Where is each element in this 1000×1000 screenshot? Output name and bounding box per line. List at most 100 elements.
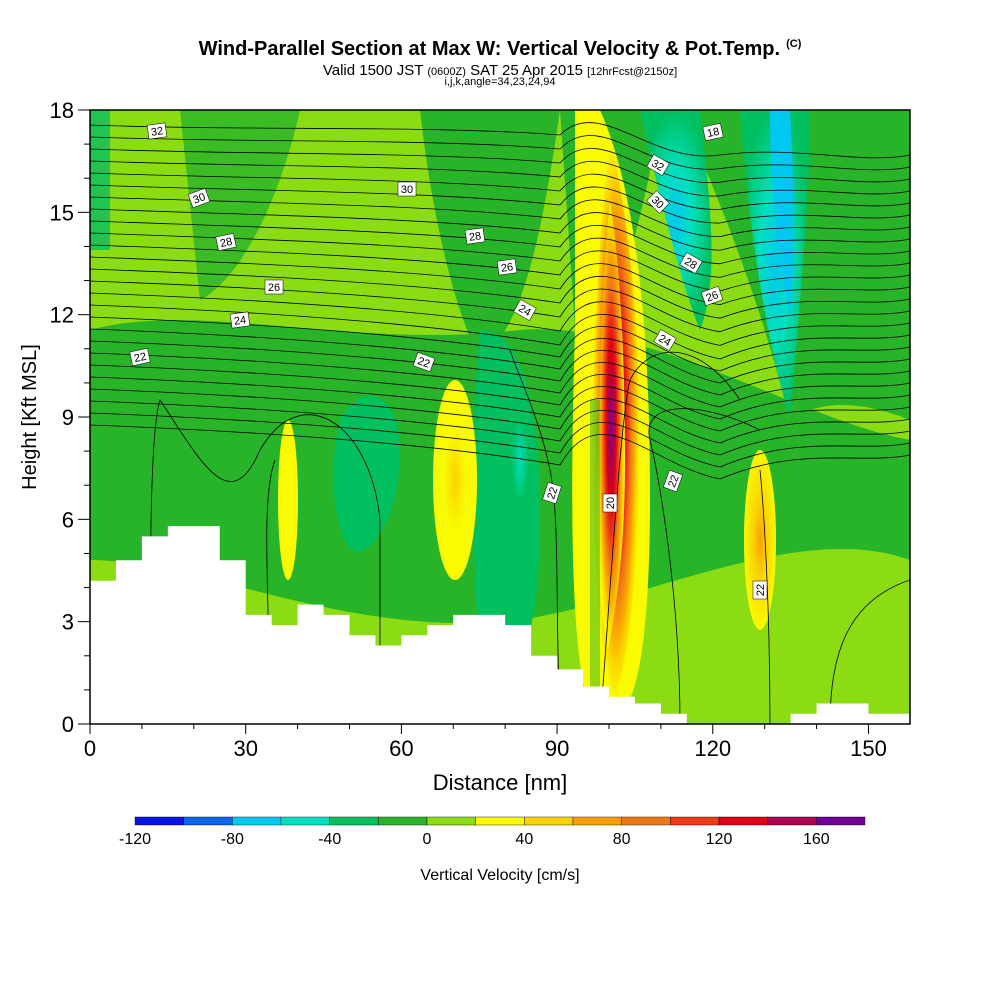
contour-label-box (700, 286, 724, 306)
theta-contour-line (90, 244, 910, 292)
contour-label: 22 (752, 580, 768, 600)
theta-contour-line (90, 256, 910, 306)
contour-label-text: 22 (133, 351, 147, 365)
contour-label: 24 (229, 311, 251, 329)
theta-contour-line (90, 172, 910, 210)
x-tick-label: 0 (84, 736, 96, 761)
contour-label: 26 (496, 258, 518, 276)
colorbar-swatch (718, 816, 768, 826)
contour-label-text: 32 (649, 158, 666, 175)
colorbar-swatch (232, 816, 282, 826)
colorbar-tick-label: 80 (613, 831, 631, 848)
contour-label: 30 (646, 190, 670, 214)
chart-subtitle: Valid 1500 JST (0600Z) SAT 25 Apr 2015 [… (322, 62, 678, 79)
contour-labels: 32 30 28 26 24 22 30 28 26 24 22 22 32 30 28 26 24 22 20 22… (129, 122, 768, 600)
colorbar-swatch (134, 816, 184, 826)
contour-label-text: 20 (605, 497, 617, 509)
contour-label-box (646, 190, 670, 214)
contour-label: 30 (397, 181, 417, 197)
colorbar-swatch (280, 816, 330, 826)
x-axis-label: Distance [nm] (433, 770, 568, 795)
theta-contour-line (90, 160, 910, 197)
contour-label: 22 (129, 347, 151, 367)
y-axis: 0 3 6 9 12 15 18 (50, 98, 90, 737)
colorbar-tick-label: -120 (119, 831, 151, 848)
contour-label-box (146, 122, 168, 140)
colorbar-swatch (183, 816, 233, 826)
x-tick-label: 30 (233, 736, 257, 761)
theta-contour-line (829, 579, 910, 724)
contour-label-text: 28 (682, 256, 699, 273)
y-tick-label: 12 (50, 303, 74, 328)
y-tick-label: 15 (50, 200, 74, 225)
terrain-mask (90, 526, 910, 724)
contour-label-text: 28 (468, 230, 482, 244)
theta-contour-line (509, 349, 561, 724)
theta-contour-line (90, 388, 910, 444)
contour-label: 32 (146, 122, 168, 140)
contour-label: 30 (187, 188, 211, 208)
theta-contour-line (90, 135, 910, 171)
contour-label-text: 30 (192, 191, 208, 206)
colorbar-swatch (670, 816, 720, 826)
contour-label: 32 (646, 154, 670, 176)
theta-contour-line (90, 340, 910, 396)
contour-label: 22 (542, 481, 562, 505)
y-tick-label: 18 (50, 98, 74, 123)
contour-label-box (513, 299, 537, 321)
theta-contour-line (90, 316, 910, 372)
contour-label: 28 (679, 252, 703, 274)
contour-label: 22 (412, 352, 436, 372)
theta-contour-line (90, 304, 910, 360)
contour-label-text: 24 (656, 333, 673, 350)
x-axis: 0 30 60 90 120 150 (84, 724, 887, 761)
contour-label: 28 (464, 227, 486, 245)
theta-contours (90, 122, 910, 724)
y-tick-label: 6 (62, 507, 74, 532)
theta-contour-line (90, 196, 910, 238)
colorbar-swatch (621, 816, 671, 826)
contour-label: 26 (700, 286, 724, 306)
colorbar-swatch (572, 816, 622, 826)
contour-label-box (215, 232, 237, 252)
contour-label-text: 22 (545, 486, 560, 501)
contour-label-box (412, 352, 436, 372)
theta-contour-line (90, 220, 910, 265)
contour-label-box (264, 279, 284, 295)
contour-label: 18 (702, 122, 724, 142)
contour-label: 20 (602, 493, 618, 513)
theta-contour-line (648, 408, 761, 724)
contour-label-box (702, 122, 724, 142)
colorbar-swatch (816, 816, 866, 826)
contour-label-text: 24 (233, 314, 247, 328)
contour-label: 24 (653, 329, 677, 351)
y-tick-label: 3 (62, 610, 74, 635)
contour-label-box (464, 227, 486, 245)
contour-label-text: 26 (500, 261, 514, 275)
contour-label-box (602, 493, 618, 513)
theta-contour-line (599, 351, 741, 724)
theta-contour-line (90, 364, 910, 420)
contour-label-text: 32 (150, 125, 164, 139)
colorbar-tick-label: 160 (803, 831, 830, 848)
contour-label-text: 22 (666, 474, 681, 490)
theta-contour-line (149, 399, 381, 724)
x-tick-label: 120 (694, 736, 731, 761)
contour-label: 28 (215, 232, 237, 252)
contour-label-box (752, 580, 768, 600)
contour-label-box (542, 481, 562, 505)
contour-label-box (679, 252, 703, 274)
contour-label-box (229, 311, 251, 329)
colorbar-swatch (767, 816, 817, 826)
colorbar: -120 -80 -40 0 40 80 120 160 (119, 816, 866, 848)
colorbar-swatch (475, 816, 525, 826)
contour-label-text: 18 (706, 126, 720, 140)
contour-label-box (646, 154, 670, 176)
theta-contour-line (90, 208, 910, 251)
contour-label-text: 24 (516, 303, 533, 320)
contour-label-box (397, 181, 417, 197)
theta-contour-line (90, 184, 910, 224)
contour-label-text: 26 (705, 289, 721, 304)
theta-contour-line (90, 328, 910, 384)
contour-label-box (496, 258, 518, 276)
